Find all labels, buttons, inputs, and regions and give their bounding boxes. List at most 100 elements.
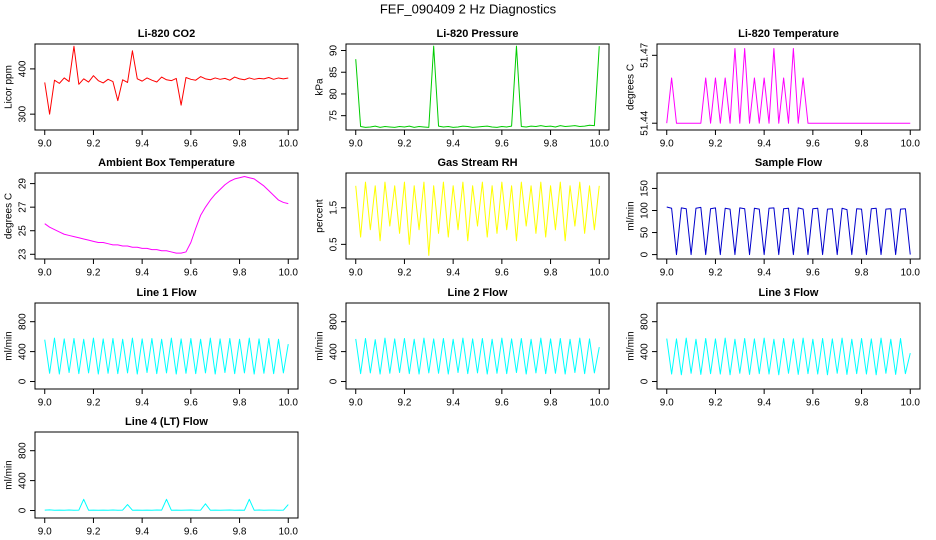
x-tick-label: 9.6 <box>184 268 198 279</box>
x-tick-label: 9.0 <box>660 398 674 409</box>
plot-frame <box>34 43 299 131</box>
x-tick-label: 9.6 <box>495 398 509 409</box>
y-axis-label: ml/min <box>4 331 15 360</box>
x-tick-label: 9.4 <box>757 139 771 150</box>
panel-title: Ambient Box Temperature <box>98 157 235 169</box>
series-line <box>355 45 600 128</box>
x-tick-label: 9.4 <box>135 268 149 279</box>
y-tick-label: 75 <box>329 110 340 122</box>
plot-frame <box>656 302 921 390</box>
plot-frame <box>34 431 299 519</box>
y-tick-label: 27 <box>18 201 29 213</box>
x-tick-label: 9.8 <box>544 398 558 409</box>
x-tick-label: 9.2 <box>708 139 722 150</box>
panel-title: Line 2 Flow <box>448 287 508 299</box>
x-tick-label: 9.6 <box>806 398 820 409</box>
y-axis-label: percent <box>315 199 326 233</box>
y-tick-label: 1.5 <box>329 200 340 214</box>
y-tick-label: 0 <box>640 378 651 384</box>
x-tick-label: 9.4 <box>446 139 460 150</box>
y-tick-label: 0 <box>329 378 340 384</box>
x-tick-label: 9.8 <box>233 398 247 409</box>
x-tick-label: 9.6 <box>495 139 509 150</box>
x-tick-label: 9.2 <box>86 527 100 538</box>
x-tick-label: 9.8 <box>544 139 558 150</box>
y-tick-label: 51.44 <box>640 110 651 135</box>
plot-frame <box>656 43 921 131</box>
x-tick-label: 9.2 <box>86 398 100 409</box>
y-axis-label: kPa <box>315 78 326 96</box>
x-tick-label: 10.0 <box>279 139 299 150</box>
y-axis-label: ml/min <box>315 331 326 360</box>
y-tick-label: 0 <box>18 507 29 513</box>
x-tick-label: 9.8 <box>855 139 869 150</box>
plot-frame <box>656 172 921 260</box>
x-tick-label: 10.0 <box>590 139 610 150</box>
x-tick-label: 9.8 <box>544 268 558 279</box>
plot-frame <box>34 302 299 390</box>
plot-frame <box>34 172 299 260</box>
x-tick-label: 9.0 <box>38 268 52 279</box>
x-tick-label: 9.6 <box>184 139 198 150</box>
y-tick-label: 400 <box>18 472 29 489</box>
panel-title: Li-820 Temperature <box>738 28 839 40</box>
x-tick-label: 9.0 <box>38 527 52 538</box>
x-tick-label: 9.6 <box>806 139 820 150</box>
x-tick-label: 9.6 <box>184 527 198 538</box>
x-tick-label: 9.2 <box>397 398 411 409</box>
y-tick-label: 400 <box>18 60 29 77</box>
y-tick-label: 25 <box>18 225 29 237</box>
y-tick-label: 800 <box>18 313 29 330</box>
x-tick-label: 10.0 <box>279 527 299 538</box>
x-tick-label: 10.0 <box>901 139 921 150</box>
y-axis-label: degrees C <box>4 193 15 239</box>
y-tick-label: 400 <box>18 343 29 360</box>
y-axis-label: degrees C <box>626 64 637 110</box>
y-axis-label: ml/min <box>626 331 637 360</box>
x-tick-label: 9.2 <box>708 398 722 409</box>
panel-title: Line 4 (LT) Flow <box>125 416 208 428</box>
series-line <box>44 176 289 254</box>
x-tick-label: 10.0 <box>279 398 299 409</box>
panel-title: Gas Stream RH <box>437 157 517 169</box>
series-line <box>355 181 600 256</box>
x-tick-label: 9.8 <box>855 268 869 279</box>
x-tick-label: 9.6 <box>184 398 198 409</box>
x-tick-label: 9.0 <box>38 398 52 409</box>
y-tick-label: 400 <box>640 343 651 360</box>
x-tick-label: 9.4 <box>446 268 460 279</box>
y-tick-label: 300 <box>18 105 29 122</box>
x-tick-label: 9.8 <box>233 139 247 150</box>
x-tick-label: 9.4 <box>446 398 460 409</box>
x-tick-label: 9.6 <box>495 268 509 279</box>
series-line <box>355 337 600 375</box>
x-tick-label: 9.4 <box>135 527 149 538</box>
y-tick-label: 800 <box>640 313 651 330</box>
x-tick-label: 9.0 <box>349 398 363 409</box>
y-tick-label: 23 <box>18 248 29 260</box>
series-line <box>666 206 911 256</box>
x-tick-label: 9.8 <box>233 527 247 538</box>
y-tick-label: 80 <box>329 88 340 100</box>
x-tick-label: 9.4 <box>757 398 771 409</box>
y-tick-label: 90 <box>329 45 340 57</box>
series-line <box>44 45 289 115</box>
x-tick-label: 9.6 <box>806 268 820 279</box>
plot-frame <box>345 172 610 260</box>
x-tick-label: 9.4 <box>135 139 149 150</box>
x-tick-label: 9.2 <box>86 139 100 150</box>
x-tick-label: 9.0 <box>349 268 363 279</box>
figure-title: FEF_090409 2 Hz Diagnostics <box>380 1 557 16</box>
x-tick-label: 10.0 <box>279 268 299 279</box>
y-axis-label: ml/min <box>4 460 15 489</box>
y-tick-label: 100 <box>640 202 651 219</box>
y-tick-label: 50 <box>640 227 651 239</box>
x-tick-label: 9.8 <box>855 398 869 409</box>
x-tick-label: 10.0 <box>901 398 921 409</box>
x-tick-label: 10.0 <box>901 268 921 279</box>
x-tick-label: 9.4 <box>757 268 771 279</box>
panel-title: Li-820 Pressure <box>437 28 519 40</box>
panel-title: Line 1 Flow <box>137 287 197 299</box>
x-tick-label: 9.8 <box>233 268 247 279</box>
series-line <box>666 337 911 376</box>
